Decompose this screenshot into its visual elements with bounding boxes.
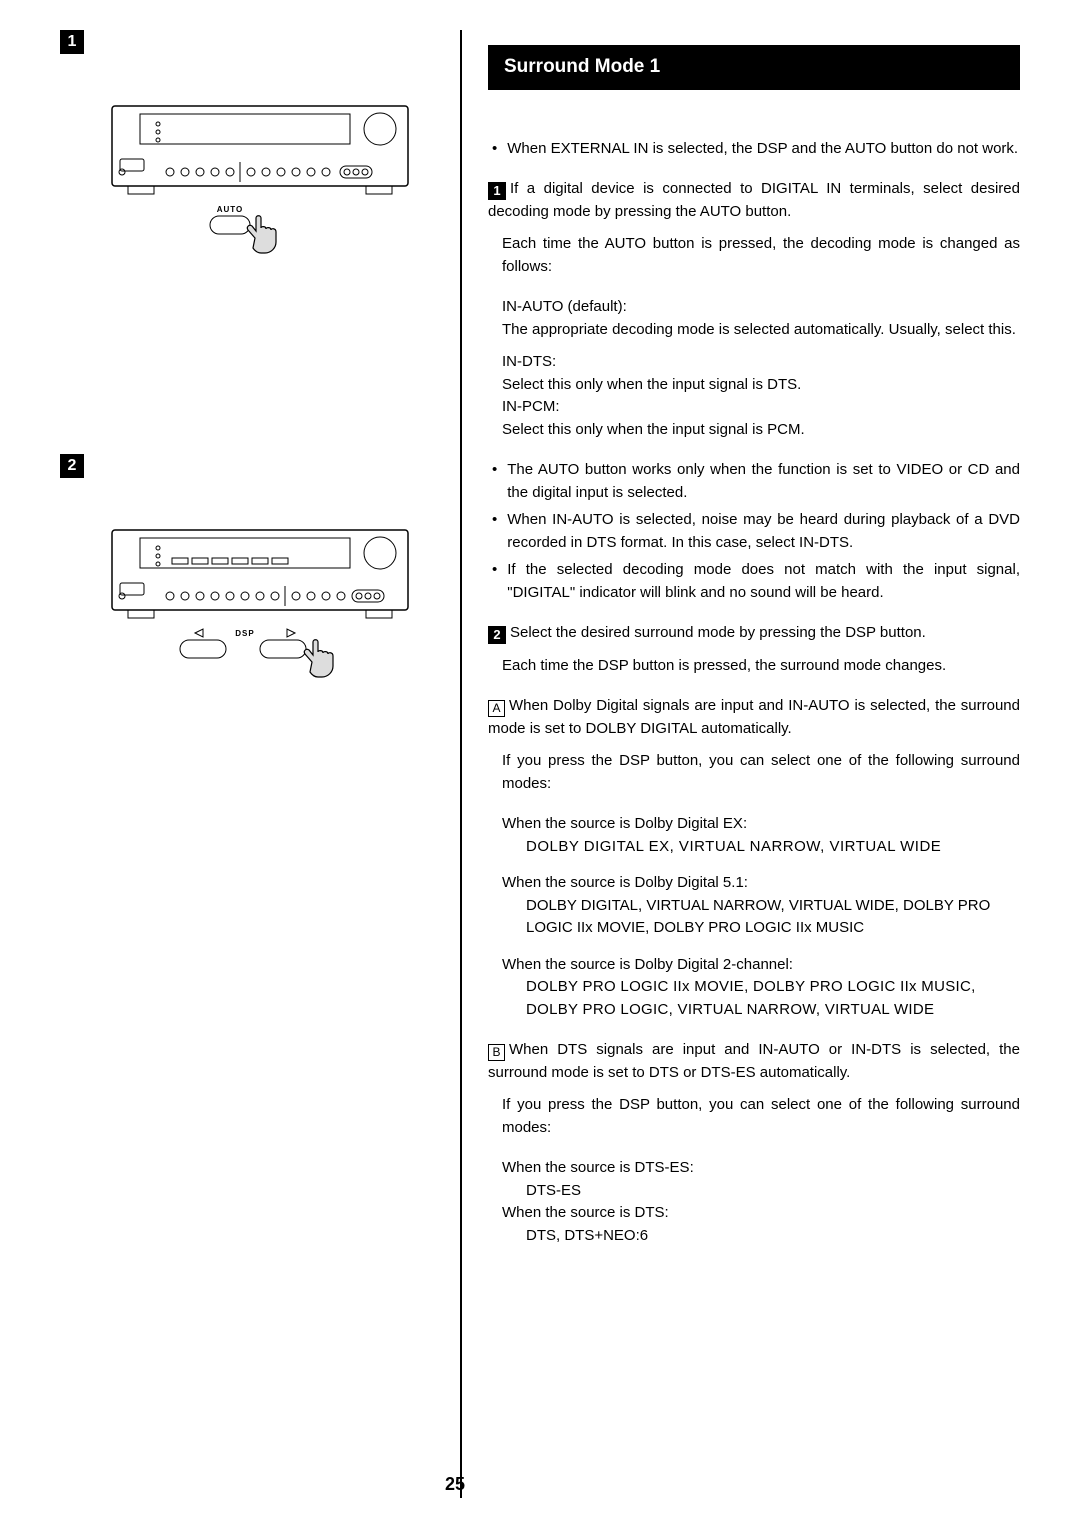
note-auto-works: The AUTO button works only when the func… bbox=[507, 459, 1020, 504]
dts-cases: When the source is DTS-ES: DTS-ES When t… bbox=[502, 1157, 1020, 1247]
step-1-para2: Each time the AUTO button is pressed, th… bbox=[502, 233, 1020, 278]
step-2-badge: 2 bbox=[60, 454, 84, 478]
mode-in-auto-desc: The appropriate decoding mode is selecte… bbox=[502, 319, 1020, 342]
mode-in-auto: IN-AUTO (default): bbox=[502, 296, 1020, 319]
section-title: Surround Mode 1 bbox=[488, 45, 1020, 90]
svg-text:DSP: DSP bbox=[235, 629, 254, 638]
step-1-badge: 1 bbox=[60, 30, 84, 54]
note-noise: When IN-AUTO is selected, noise may be h… bbox=[507, 509, 1020, 554]
left-figure-column: 1 bbox=[0, 0, 460, 1528]
step-2-para: 2Select the desired surround mode by pre… bbox=[488, 622, 1020, 645]
case-ex-modes: DOLBY DIGITAL EX, VIRTUAL NARROW, VIRTUA… bbox=[526, 836, 1020, 859]
notes-1: The AUTO button works only when the func… bbox=[488, 459, 1020, 604]
case-ex-title: When the source is Dolby Digital EX: bbox=[502, 813, 1020, 836]
receiver-front-1: AUTO bbox=[110, 104, 410, 274]
svg-text:AUTO: AUTO bbox=[217, 205, 244, 214]
right-text-column: Surround Mode 1 When EXTERNAL IN is sele… bbox=[462, 0, 1080, 1528]
page-number: 25 bbox=[445, 1471, 465, 1498]
mode-in-pcm-desc: Select this only when the input signal i… bbox=[502, 419, 1020, 442]
letter-b-box: B bbox=[488, 1044, 505, 1061]
case-51-title: When the source is Dolby Digital 5.1: bbox=[502, 872, 1020, 895]
case-dtses-title: When the source is DTS-ES: bbox=[502, 1157, 1020, 1180]
section-b-para2: If you press the DSP button, you can sel… bbox=[502, 1094, 1020, 1139]
bullet-external-in: When EXTERNAL IN is selected, the DSP an… bbox=[488, 138, 1020, 161]
case-2ch-modes: DOLBY PRO LOGIC IIx MOVIE, DOLBY PRO LOG… bbox=[526, 976, 1020, 1021]
case-dtses-modes: DTS-ES bbox=[526, 1180, 1020, 1203]
section-b: BWhen DTS signals are input and IN-AUTO … bbox=[488, 1039, 1020, 1084]
mode-list: IN-AUTO (default): The appropriate decod… bbox=[502, 296, 1020, 441]
note-mismatch: If the selected decoding mode does not m… bbox=[507, 559, 1020, 604]
mode-in-dts-desc: Select this only when the input signal i… bbox=[502, 374, 1020, 397]
mode-in-dts: IN-DTS: bbox=[502, 351, 1020, 374]
step1-badge-inline: 1 bbox=[488, 182, 506, 200]
mode-in-pcm: IN-PCM: bbox=[502, 396, 1020, 419]
section-a: AWhen Dolby Digital signals are input an… bbox=[488, 695, 1020, 740]
dolby-cases: When the source is Dolby Digital EX: DOL… bbox=[502, 813, 1020, 1021]
case-dts-modes: DTS, DTS+NEO:6 bbox=[526, 1225, 1020, 1248]
letter-a-box: A bbox=[488, 700, 505, 717]
case-dts-title: When the source is DTS: bbox=[502, 1202, 1020, 1225]
diagram-auto: AUTO bbox=[110, 104, 450, 274]
step-2-para2: Each time the DSP button is pressed, the… bbox=[502, 655, 1020, 678]
step-1-para: 1If a digital device is connected to DIG… bbox=[488, 178, 1020, 223]
diagram-dsp: DSP bbox=[110, 528, 450, 708]
step-2-block: 2 bbox=[60, 454, 450, 708]
case-51-modes: DOLBY DIGITAL, VIRTUAL NARROW, VIRTUAL W… bbox=[526, 895, 1020, 940]
case-2ch-title: When the source is Dolby Digital 2-chann… bbox=[502, 954, 1020, 977]
section-a-para2: If you press the DSP button, you can sel… bbox=[502, 750, 1020, 795]
step2-badge-inline: 2 bbox=[488, 626, 506, 644]
receiver-front-2: DSP bbox=[110, 528, 410, 708]
step-1-block: 1 bbox=[60, 30, 450, 454]
